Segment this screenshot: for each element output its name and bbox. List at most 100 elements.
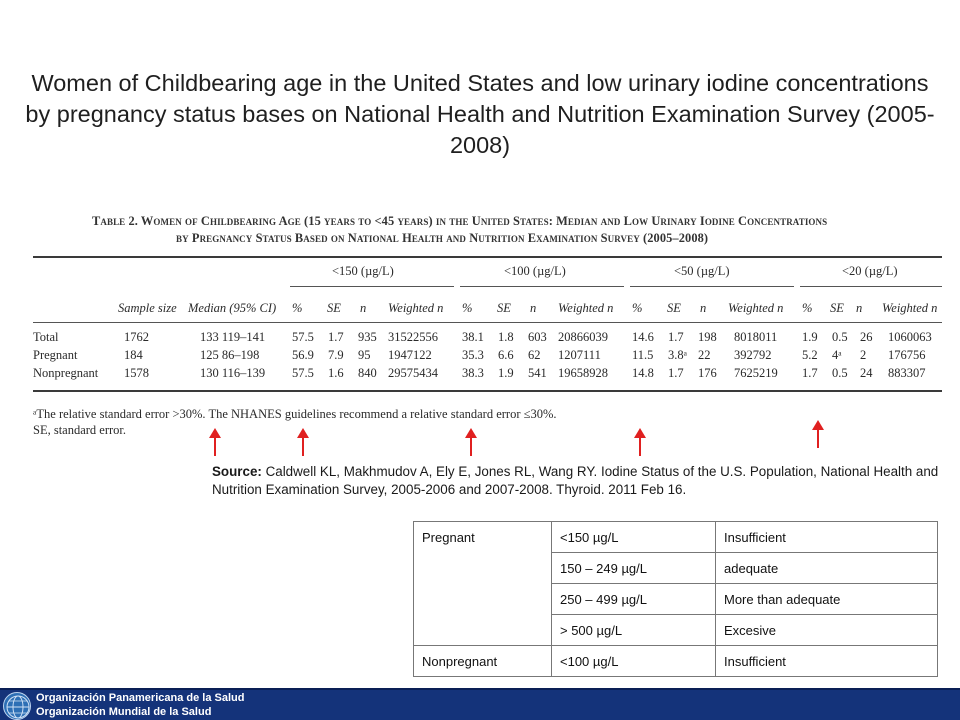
range-cell: 250 – 499 µg/L (551, 583, 716, 615)
sub-header: Weighted n (882, 301, 938, 315)
value-cell: 1.7 (668, 366, 684, 380)
value-cell: 4ᵃ (832, 348, 842, 362)
footer-bar: Organización Panamericana de la Salud Or… (0, 688, 960, 720)
row-label: Total (33, 330, 59, 344)
value-cell: 19658928 (558, 366, 608, 380)
value-cell: 14.6 (632, 330, 654, 344)
table-row: Nonpregnant <100 µg/L Insufficient (413, 645, 938, 677)
median-cell: 130 116–139 (200, 366, 266, 380)
median-cell: 133 119–141 (200, 330, 266, 344)
sub-header: n (700, 301, 707, 315)
header-bottom-rule (33, 322, 942, 323)
value-cell: 1.7 (668, 330, 684, 344)
value-cell: 62 (528, 348, 541, 362)
table-row: 150 – 249 µg/L adequate (414, 552, 938, 584)
red-arrow-icon (297, 428, 309, 456)
sample-size-cell: 1762 (124, 330, 149, 344)
value-cell: 11.5 (632, 348, 654, 362)
range-cell: <150 µg/L (551, 521, 716, 553)
table-top-rule (33, 256, 942, 258)
table-row: 250 – 499 µg/L More than adequate (414, 583, 938, 615)
footer-text: Organización Panamericana de la Salud Or… (36, 691, 244, 719)
value-cell: 541 (528, 366, 547, 380)
value-cell: 840 (358, 366, 377, 380)
value-cell: 883307 (888, 366, 926, 380)
pregnant-label: Pregnant (413, 521, 552, 646)
group-rule (460, 286, 624, 287)
value-cell: 1.9 (498, 366, 514, 380)
sub-header: n (360, 301, 367, 315)
value-cell: 1.7 (802, 366, 818, 380)
sample-size-cell: 1578 (124, 366, 149, 380)
col-header-median: Median (95% CI) (188, 301, 277, 315)
source-label: Source: (212, 464, 262, 479)
source-text: Caldwell KL, Makhmudov A, Ely E, Jones R… (212, 464, 939, 497)
red-arrow-icon (209, 428, 221, 456)
value-cell: 2 (860, 348, 867, 362)
value-cell: 20866039 (558, 330, 608, 344)
red-arrow-icon (634, 428, 646, 456)
sample-size-cell: 184 (124, 348, 143, 362)
scanned-table-image: Table 2. Women of Childbearing Age (15 y… (30, 206, 945, 446)
group-header-20: <20 (µg/L) (842, 264, 898, 278)
value-cell: 38.3 (462, 366, 484, 380)
value-cell: 5.2 (802, 348, 818, 362)
nonpregnant-label: Nonpregnant (413, 645, 552, 677)
value-cell: 38.1 (462, 330, 484, 344)
group-rule (800, 286, 942, 287)
value-cell: 8018011 (734, 330, 778, 344)
value-cell: 6.6 (498, 348, 514, 362)
value-cell: 35.3 (462, 348, 484, 362)
footer-line1: Organización Panamericana de la Salud (36, 692, 245, 704)
source-citation: Source: Caldwell KL, Makhmudov A, Ely E,… (212, 463, 952, 499)
range-cell: <100 µg/L (551, 645, 716, 677)
row-label: Nonpregnant (33, 366, 99, 380)
value-cell: 7625219 (734, 366, 778, 380)
value-cell: 1.8 (498, 330, 514, 344)
red-arrow-icon (812, 420, 824, 448)
footer-line2: Organización Mundial de la Salud (36, 706, 212, 718)
sub-header: n (530, 301, 537, 315)
value-cell: 7.9 (328, 348, 344, 362)
value-cell: 1.9 (802, 330, 818, 344)
status-cell: Insufficient (715, 521, 938, 553)
value-cell: 603 (528, 330, 547, 344)
table-caption-line1: Table 2. Women of Childbearing Age (15 y… (92, 214, 828, 228)
table-bottom-rule (33, 390, 942, 392)
table-caption: Table 2. Women of Childbearing Age (15 y… (92, 213, 932, 247)
value-cell: 176756 (888, 348, 926, 362)
iodine-classification-table: Pregnant <150 µg/L Insufficient 150 – 24… (413, 521, 938, 677)
value-cell: 935 (358, 330, 377, 344)
value-cell: 0.5 (832, 330, 848, 344)
value-cell: 14.8 (632, 366, 654, 380)
value-cell: 1207111 (558, 348, 601, 362)
value-cell: 29575434 (388, 366, 438, 380)
sub-header: % (632, 301, 643, 315)
value-cell: 1.6 (328, 366, 344, 380)
value-cell: 1.7 (328, 330, 344, 344)
median-cell: 125 86–198 (200, 348, 260, 362)
group-rule (630, 286, 794, 287)
value-cell: 57.5 (292, 366, 314, 380)
sub-header: SE (327, 301, 341, 315)
status-cell: Excesive (715, 614, 938, 646)
sub-header: n (856, 301, 863, 315)
table-caption-line2: by Pregnancy Status Based on National He… (176, 231, 709, 245)
group-header-50: <50 (µg/L) (674, 264, 730, 278)
range-cell: > 500 µg/L (551, 614, 716, 646)
group-header-100: <100 (µg/L) (504, 264, 566, 278)
group-rule (290, 286, 454, 287)
value-cell: 176 (698, 366, 717, 380)
table-footnote-1: ᵃThe relative standard error >30%. The N… (33, 407, 557, 421)
sub-header: SE (830, 301, 844, 315)
value-cell: 31522556 (388, 330, 438, 344)
value-cell: 198 (698, 330, 717, 344)
value-cell: 57.5 (292, 330, 314, 344)
table-footnote-2: SE, standard error. (33, 423, 127, 437)
value-cell: 1060063 (888, 330, 932, 344)
sub-header: SE (667, 301, 681, 315)
status-cell: Insufficient (715, 645, 938, 677)
table-row: > 500 µg/L Excesive (414, 614, 938, 646)
sub-header: Weighted n (558, 301, 614, 315)
red-arrow-icon (465, 428, 477, 456)
